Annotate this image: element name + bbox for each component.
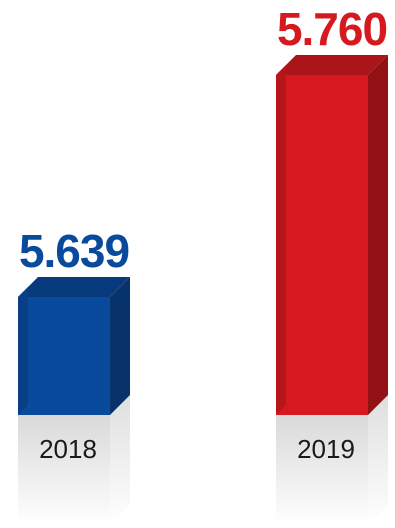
category-label-2019: 2019 — [297, 434, 355, 464]
value-label-2019: 5.760 — [277, 3, 387, 55]
bar-2019 — [276, 55, 388, 415]
bar-2018 — [18, 277, 130, 415]
category-label-2018: 2018 — [39, 434, 97, 464]
labels: 5.639 2018 5.760 2019 — [19, 3, 388, 464]
value-label-2018: 5.639 — [19, 225, 129, 277]
bars — [18, 55, 388, 415]
